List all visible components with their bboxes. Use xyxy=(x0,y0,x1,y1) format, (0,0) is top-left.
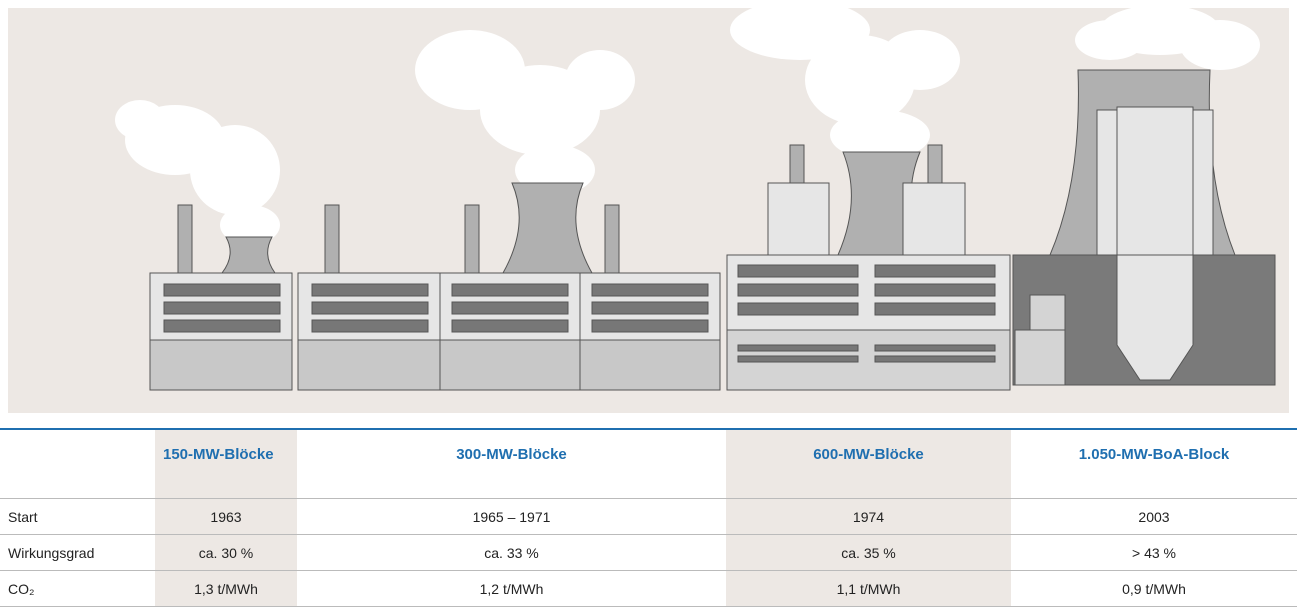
table-cell: 1,1 t/MWh xyxy=(726,571,1011,607)
header-cell: 300-MW-Blöcke xyxy=(297,429,726,499)
table-cell: 1963 xyxy=(155,499,297,535)
header-cell: 600-MW-Blöcke xyxy=(726,429,1011,499)
illustration xyxy=(0,0,1297,420)
table-cell: 1,3 t/MWh xyxy=(155,571,297,607)
table-cell: 1,2 t/MWh xyxy=(297,571,726,607)
table-cell: ca. 33 % xyxy=(297,535,726,571)
header-cell xyxy=(0,429,155,499)
header-row: 150-MW-Blöcke 300-MW-Blöcke 600-MW-Blöck… xyxy=(0,429,1297,499)
header-cell: 1.050-MW-BoA-Block xyxy=(1011,429,1297,499)
infographic: 150-MW-Blöcke 300-MW-Blöcke 600-MW-Blöck… xyxy=(0,0,1297,608)
table-cell: 2003 xyxy=(1011,499,1297,535)
comparison-table: 150-MW-Blöcke 300-MW-Blöcke 600-MW-Blöck… xyxy=(0,428,1297,607)
table-cell: 0,9 t/MWh xyxy=(1011,571,1297,607)
table-cell: ca. 30 % xyxy=(155,535,297,571)
table-cell: > 43 % xyxy=(1011,535,1297,571)
table-cell: ca. 35 % xyxy=(726,535,1011,571)
table-cell: 1974 xyxy=(726,499,1011,535)
row-label: CO₂ xyxy=(0,571,155,607)
row-label: Start xyxy=(0,499,155,535)
table-cell: 1965 – 1971 xyxy=(297,499,726,535)
header-cell: 150-MW-Blöcke xyxy=(155,429,297,499)
row-label: Wirkungsgrad xyxy=(0,535,155,571)
